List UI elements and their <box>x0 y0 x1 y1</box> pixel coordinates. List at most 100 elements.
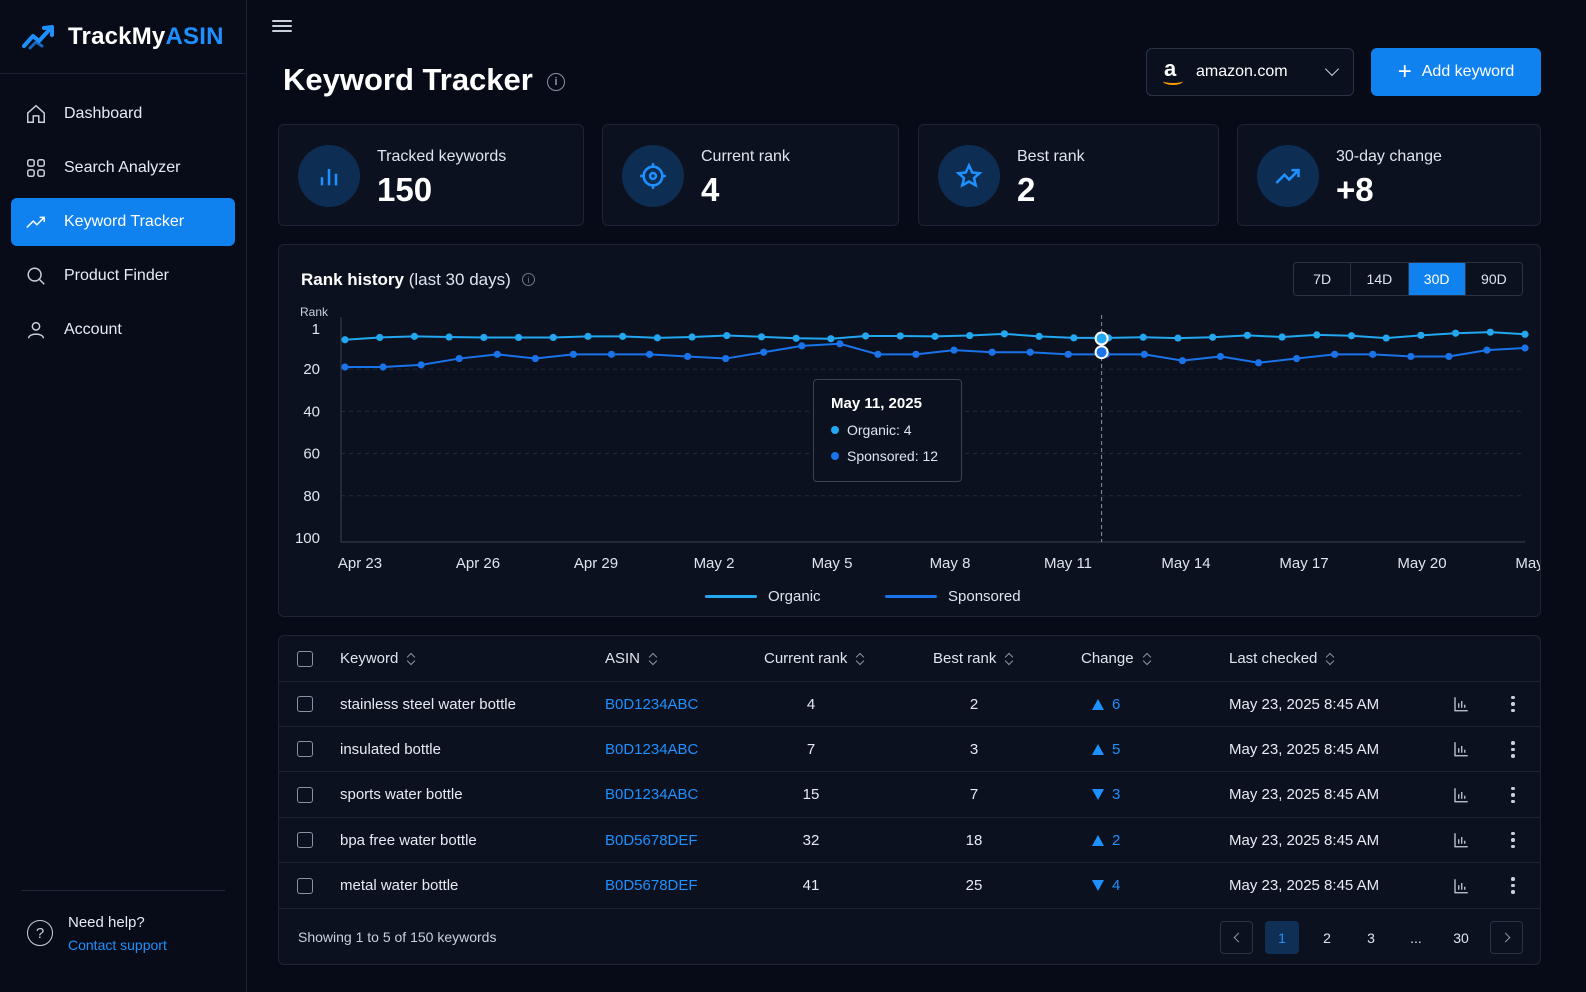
col-change[interactable]: Change <box>1081 636 1151 681</box>
x-tick-label: May 17 <box>1279 555 1328 572</box>
table-row[interactable]: insulated bottle B0D1234ABC 7 3 5 May 23, 202… <box>279 727 1540 773</box>
chart-info-icon[interactable]: i <box>522 273 535 286</box>
x-tick-label: Apr 29 <box>574 555 618 572</box>
col-asin[interactable]: ASIN <box>605 636 657 681</box>
next-page-button[interactable] <box>1490 921 1523 954</box>
highlight-marker-sponsored <box>1094 345 1109 360</box>
sort-icon <box>1143 652 1151 666</box>
row-checkbox[interactable] <box>297 786 313 803</box>
view-chart-icon[interactable] <box>1452 818 1470 862</box>
pagination-summary: Showing 1 to 5 of 150 keywords <box>298 929 497 945</box>
page-30-button[interactable]: 30 <box>1453 929 1469 946</box>
table-row[interactable]: bpa free water bottle B0D5678DEF 32 18 2 May … <box>279 818 1540 864</box>
data-point-organic <box>1313 331 1321 339</box>
info-icon[interactable]: i <box>547 73 565 91</box>
view-chart-icon[interactable] <box>1452 682 1470 726</box>
keyword-cell: insulated bottle <box>340 740 441 758</box>
data-point-organic <box>1486 328 1494 336</box>
asin-link[interactable]: B0D1234ABC <box>605 786 699 804</box>
data-point-sponsored <box>531 354 539 363</box>
sidebar-item-account[interactable]: Account <box>11 306 235 354</box>
view-chart-icon[interactable] <box>1452 773 1470 817</box>
data-point-sponsored <box>1445 352 1453 361</box>
menu-toggle-button[interactable] <box>272 17 292 37</box>
view-chart-icon[interactable] <box>1452 864 1470 908</box>
data-point-sponsored <box>798 342 806 350</box>
legend-organic[interactable]: Organic <box>705 588 821 605</box>
more-options-icon[interactable] <box>1505 682 1521 726</box>
sort-icon <box>1326 652 1334 666</box>
sidebar-item-search-analyzer[interactable]: Search Analyzer <box>11 144 235 192</box>
table-row[interactable]: metal water bottle B0D5678DEF 41 25 4 May 23,… <box>279 864 1540 909</box>
view-chart-icon[interactable] <box>1452 727 1470 771</box>
asin-link[interactable]: B0D1234ABC <box>605 695 699 713</box>
highlight-marker-organic <box>1094 331 1109 346</box>
row-checkbox[interactable] <box>297 877 313 894</box>
col-best-rank[interactable]: Best rank <box>933 636 1013 681</box>
more-options-icon[interactable] <box>1505 818 1521 862</box>
row-checkbox[interactable] <box>297 741 313 758</box>
data-point-organic <box>341 336 349 344</box>
chart-title: Rank history (last 30 days) <box>301 270 511 289</box>
table-row[interactable]: stainless steel water bottle B0D1234ABC 4 2… <box>279 682 1540 727</box>
data-point-organic <box>1000 330 1009 338</box>
range-7d-button[interactable]: 7D <box>1294 263 1352 295</box>
contact-support-link[interactable]: Contact support <box>68 937 167 953</box>
more-options-icon[interactable] <box>1505 727 1521 771</box>
brand[interactable]: TrackMyASIN <box>0 0 246 74</box>
col-keyword[interactable]: Keyword <box>340 636 415 681</box>
select-all-checkbox[interactable] <box>297 650 313 667</box>
data-point-sponsored <box>1140 350 1148 358</box>
sidebar-item-keyword-tracker[interactable]: Keyword Tracker <box>11 198 235 246</box>
asin-link[interactable]: B0D5678DEF <box>605 877 698 895</box>
row-checkbox[interactable] <box>297 696 313 712</box>
last-checked-cell: May 23, 2025 8:45 AM <box>1229 740 1380 758</box>
asin-link[interactable]: B0D5678DEF <box>605 831 698 849</box>
data-point-organic <box>1209 333 1217 341</box>
y-tick-label: 100 <box>295 530 320 547</box>
rank-history-panel: Rank history (last 30 days) i 7D 14D 30D… <box>278 244 1541 617</box>
best-rank-cell: 25 <box>965 877 983 895</box>
data-point-sponsored <box>1064 350 1072 358</box>
search-icon <box>27 267 45 285</box>
data-point-sponsored <box>1483 346 1491 354</box>
col-last-checked[interactable]: Last checked <box>1229 636 1334 681</box>
data-point-sponsored <box>1331 350 1339 358</box>
data-point-organic <box>619 332 627 340</box>
logo-trend-icon <box>22 24 54 49</box>
x-tick-label: May 14 <box>1161 555 1210 572</box>
prev-page-button[interactable] <box>1220 921 1253 954</box>
more-options-icon[interactable] <box>1505 864 1521 908</box>
data-point-sponsored <box>1216 352 1225 361</box>
page-3-button[interactable]: 3 <box>1367 929 1375 946</box>
data-point-sponsored <box>607 350 616 358</box>
range-selector: 7D 14D 30D 90D <box>1293 262 1523 296</box>
col-current-rank[interactable]: Current rank <box>764 636 864 681</box>
page-2-button[interactable]: 2 <box>1323 929 1331 946</box>
data-point-organic <box>1243 331 1251 339</box>
more-options-icon[interactable] <box>1505 773 1521 817</box>
data-point-sponsored <box>1293 354 1301 363</box>
range-30d-button[interactable]: 30D <box>1408 263 1466 295</box>
asin-link[interactable]: B0D1234ABC <box>605 740 699 758</box>
range-90d-button[interactable]: 90D <box>1481 271 1507 287</box>
rank-history-chart[interactable]: Rank 1 20 40 60 80 100 Apr 23 Apr 26 Apr 29 May 2 M… <box>279 245 1540 616</box>
chevron-down-icon <box>1324 61 1340 77</box>
sidebar-item-label: Search Analyzer <box>64 159 181 176</box>
sidebar-item-dashboard[interactable]: Dashboard <box>11 90 235 138</box>
data-point-organic <box>514 333 523 342</box>
x-tick-label: Apr 26 <box>456 555 500 572</box>
best-rank-cell: 2 <box>969 695 979 713</box>
x-tick-label: Apr 23 <box>338 555 382 572</box>
page-1-button[interactable]: 1 <box>1265 921 1299 954</box>
data-point-sponsored <box>417 361 425 369</box>
legend-sponsored[interactable]: Sponsored <box>885 588 1021 605</box>
marketplace-select[interactable]: a amazon.com <box>1146 48 1354 96</box>
hamburger-icon <box>272 20 292 22</box>
range-14d-button[interactable]: 14D <box>1351 263 1409 295</box>
table-row[interactable]: sports water bottle B0D1234ABC 15 7 3 May 23,… <box>279 773 1540 818</box>
add-keyword-button[interactable]: + Add keyword <box>1371 48 1541 96</box>
row-checkbox[interactable] <box>297 832 313 849</box>
sidebar-item-product-finder[interactable]: Product Finder <box>11 252 235 300</box>
last-checked-cell: May 23, 2025 8:45 AM <box>1229 831 1380 849</box>
